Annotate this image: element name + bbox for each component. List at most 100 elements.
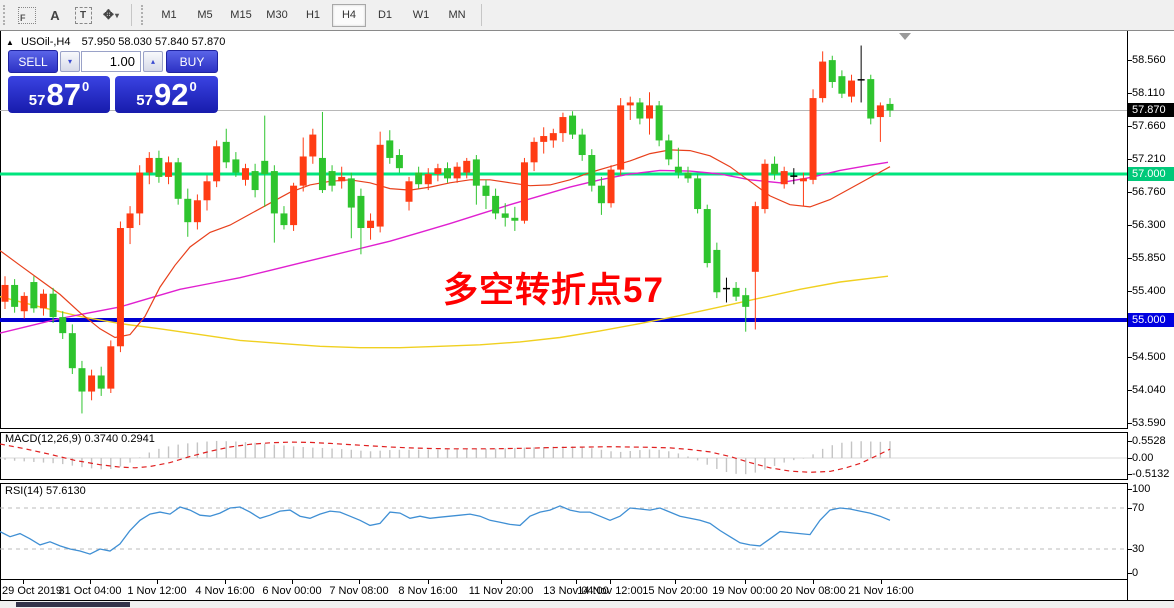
buy-price-panel[interactable]: 57 92 0 [115,76,218,113]
candle [59,317,67,334]
axis-tick [1128,423,1132,424]
timeframe-button-m15[interactable]: M15 [230,9,252,21]
timeframe-button-m5[interactable]: M5 [197,9,213,21]
candle [328,171,336,186]
candle [520,162,528,221]
buy-price-handle: 57 [136,92,153,109]
trade-top-row: SELL ▾ ▴ BUY [8,50,220,73]
toolbar-grip[interactable] [141,5,148,25]
axis-tick [1128,508,1132,509]
axis-tick [1128,441,1132,442]
date-tick [428,580,429,584]
price-tag-57.000: 57.000 [1128,167,1174,181]
date-tick [576,580,577,584]
price-axis-label: 55.400 [1132,285,1166,297]
buy-button[interactable]: BUY [166,50,218,73]
one-click-trading-widget: SELL ▾ ▴ BUY 57 87 0 57 92 0 [8,50,220,113]
volume-input[interactable] [81,51,141,72]
sell-price-big: 87 [46,77,81,112]
date-axis-label: 31 Oct 04:00 [58,585,122,597]
timeframe-button-h1[interactable]: H1 [305,9,321,21]
drawing-tools-group: F A T ✥ ▾ [13,3,125,27]
candle [655,105,663,141]
candle [232,159,240,173]
timeframe-button-w1[interactable]: W1 [412,9,430,21]
sell-button[interactable]: SELL [8,50,58,73]
candle [790,175,798,177]
candle [107,346,115,389]
macd-axis-label: -0.5132 [1132,468,1170,480]
axis-tick [1128,126,1132,127]
candle [424,174,432,185]
price-axis-label: 58.560 [1132,54,1166,66]
macd-chart [0,440,1127,475]
candle [761,163,769,210]
axis-tick [1128,291,1132,292]
date-axis-border [0,579,1128,580]
volume-increase-button[interactable]: ▴ [143,51,163,72]
candle [88,375,96,392]
candle [578,134,586,156]
candle [713,249,721,293]
chart-right-border [1127,31,1128,600]
candle [367,220,375,229]
chart-top-border [0,30,1174,31]
macd-axis-label: 0.5528 [1132,435,1166,447]
candle [386,140,394,158]
candle [732,287,740,297]
candle [68,333,76,369]
template-tool-icon[interactable]: F [15,3,39,27]
candle [501,213,509,218]
ma-slow-yellow-line [0,275,889,349]
candle [876,105,884,118]
toolbar-grip[interactable] [3,5,10,25]
ma-mid-magenta-line [0,161,889,334]
candle [540,136,548,142]
sell-price-pip: 0 [81,79,90,94]
timeframe-button-m30[interactable]: M30 [266,9,288,21]
axis-tick [1128,93,1132,94]
symbol-ohlc-header: ▲ USOil-,H4 57.950 58.030 57.840 57.870 [6,36,225,48]
candle [780,171,788,185]
volume-decrease-button[interactable]: ▾ [60,51,80,72]
chart-shift-marker-icon[interactable] [899,33,911,40]
chart-text-annotation[interactable]: 多空转折点57 [443,271,664,310]
candle [857,79,865,81]
symbol-name: USOil-,H4 [20,36,71,48]
collapse-triangle-icon[interactable]: ▲ [6,38,14,47]
text-label-tool-icon[interactable]: T [71,3,95,27]
candle [222,141,230,163]
timeframe-button-mn[interactable]: MN [448,9,466,21]
axis-tick [1128,159,1132,160]
timeframe-button-m1[interactable]: M1 [161,9,177,21]
pane-separator[interactable] [0,479,1128,484]
date-axis-label: 21 Nov 16:00 [848,585,914,597]
axis-tick [1128,458,1132,459]
macd-indicator-title: MACD(12,26,9) 0.3740 0.2941 [5,433,155,445]
timeframe-button-d1[interactable]: D1 [377,9,393,21]
candle [511,217,519,221]
pane-separator[interactable] [0,428,1128,433]
sell-price-handle: 57 [28,92,46,109]
date-axis-label: 11 Nov 20:00 [468,585,534,597]
candle [338,176,346,182]
candle [251,171,259,191]
price-axis-label: 53.590 [1132,417,1166,429]
candle [453,166,461,179]
sell-price-panel[interactable]: 57 87 0 [8,76,110,113]
cursor-mode-icon[interactable]: ✥ ▾ [103,7,119,22]
date-tick [610,580,611,584]
candle [11,284,19,307]
candle [665,140,673,160]
font-tool-icon[interactable]: A [50,7,60,23]
date-tick [675,580,676,584]
candle [472,159,480,186]
dropdown-caret-icon[interactable]: ▾ [114,10,119,20]
toolbar-separator [131,4,132,26]
candle [136,172,144,214]
candle [97,375,105,389]
rsi-axis-label: 30 [1132,543,1145,555]
timeframe-button-h4[interactable]: H4 [332,3,366,27]
candle [155,157,163,177]
